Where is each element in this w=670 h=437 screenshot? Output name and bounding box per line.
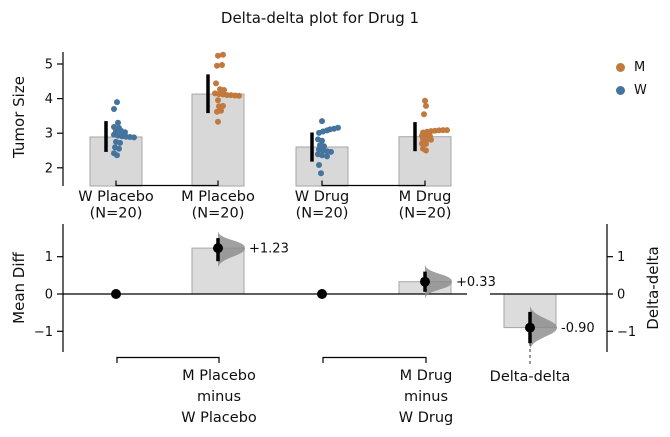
swarm-dot-m-drug [423,102,429,109]
bracket-label-line: minus [197,389,241,405]
swarm-dot-m-placebo [214,62,220,69]
dd-x-label: Delta-delta [490,369,571,385]
swarm-dot-w-drug [319,118,325,125]
group-label-w-drug: W Drug [295,189,349,205]
group-label-w-placebo: W Placebo [78,189,154,205]
group-label-m-placebo: M Placebo [181,189,255,205]
swarm-dot-w-placebo [114,152,120,159]
swarm-dot-w-placebo [122,129,128,136]
bottom-right-tick-label: 0 [617,288,625,303]
delta-annotation: +0.33 [456,275,496,290]
top-y-tick-label: 5 [45,58,53,73]
contrast-bracket-0 [116,356,220,363]
swarm-dot-m-drug [444,127,450,134]
swarm-dot-w-placebo [117,139,123,146]
swarm-dot-m-drug [421,111,427,118]
group-n-label-w-placebo: (N=20) [90,206,143,222]
swarm-dot-w-placebo [114,99,120,106]
swarm-dot-m-placebo [215,97,221,104]
swarm-dot-m-placebo [215,52,221,59]
bar-w-drug [295,146,349,187]
violin--0.90 [530,305,557,350]
delta-annotation: -0.90 [561,321,595,336]
bottom-right-tick-label: −1 [617,325,636,340]
swarm-dot-m-placebo [213,80,219,87]
bracket-label-line: M Drug [400,368,453,384]
bottom-right-tick-label: 1 [617,250,625,265]
bracket-label-line: M Placebo [182,368,256,384]
swarm-dot-w-placebo [115,119,121,126]
legend-item-m: M [616,60,647,75]
delta-dot--0.90 [525,322,535,333]
swarm-dot-w-drug [335,124,341,131]
swarm-dot-w-drug [316,162,322,168]
legend: M W [616,60,647,98]
legend-item-w: W [616,83,647,98]
bottom-left-tick-label: 0 [45,288,53,303]
top-x-spine-0 [115,180,219,187]
swarm-dot-w-placebo [111,106,117,112]
group-label-m-drug: M Drug [399,189,452,205]
swarm-dot-m-placebo [220,51,226,58]
delta-dot-+1.23 [213,243,223,254]
chart-title: Delta-delta plot for Drug 1 [220,9,420,27]
swarm-dot-m-drug [428,136,434,143]
top-x-spine-1 [321,180,426,187]
swarm-dot-w-placebo [116,145,122,152]
swarm-dot-m-placebo [218,107,224,114]
group-n-label-m-drug: (N=20) [399,206,452,222]
top-y-tick-label: 3 [45,127,53,142]
bottom-left-tick-label: −1 [34,325,53,340]
violin-+0.33 [425,264,452,299]
swarm-dot-m-drug [422,97,428,104]
bottom-left-tick-label: 1 [45,250,53,265]
swarm-dot-m-placebo [220,102,226,109]
legend-label-w: W [634,83,647,98]
zero-dot [317,289,327,299]
top-y-tick-label: 4 [45,92,53,107]
delta-dot-+0.33 [420,276,430,287]
legend-swatch-m-icon [616,63,625,72]
top-y-tick-label: 2 [45,161,53,176]
contrast-bracket-1 [322,356,427,363]
legend-swatch-w-icon [616,86,625,95]
swarm-dot-m-placebo [236,92,242,99]
bracket-label-line: minus [404,389,448,405]
legend-label-m: M [634,60,646,75]
bottom-panel: −1 0 1 −1 0 1 +1.23 +0.33 -0.90 M Placebo minus W P… [34,224,636,426]
bracket-label-line: W Placebo [181,410,257,426]
swarm-dot-m-drug [423,140,429,147]
bracket-label-line: W Drug [399,410,453,426]
swarm-dot-w-placebo [131,134,137,141]
swarm-dot-m-placebo [219,62,225,68]
group-n-label-w-drug: (N=20) [296,206,349,222]
group-n-label-m-placebo: (N=20) [192,206,245,222]
swarm-dot-w-drug [324,153,330,160]
swarm-dot-w-drug [328,148,334,155]
swarm-dot-w-drug [319,152,325,159]
violin-+1.23 [218,231,245,268]
swarm-dot-w-drug [319,137,325,144]
swarm-dot-m-placebo [215,118,221,125]
delta-annotation: +1.23 [249,242,289,257]
swarm-dot-m-drug [423,147,429,154]
swarm-dot-w-drug [318,170,324,177]
zero-dot [111,289,121,299]
